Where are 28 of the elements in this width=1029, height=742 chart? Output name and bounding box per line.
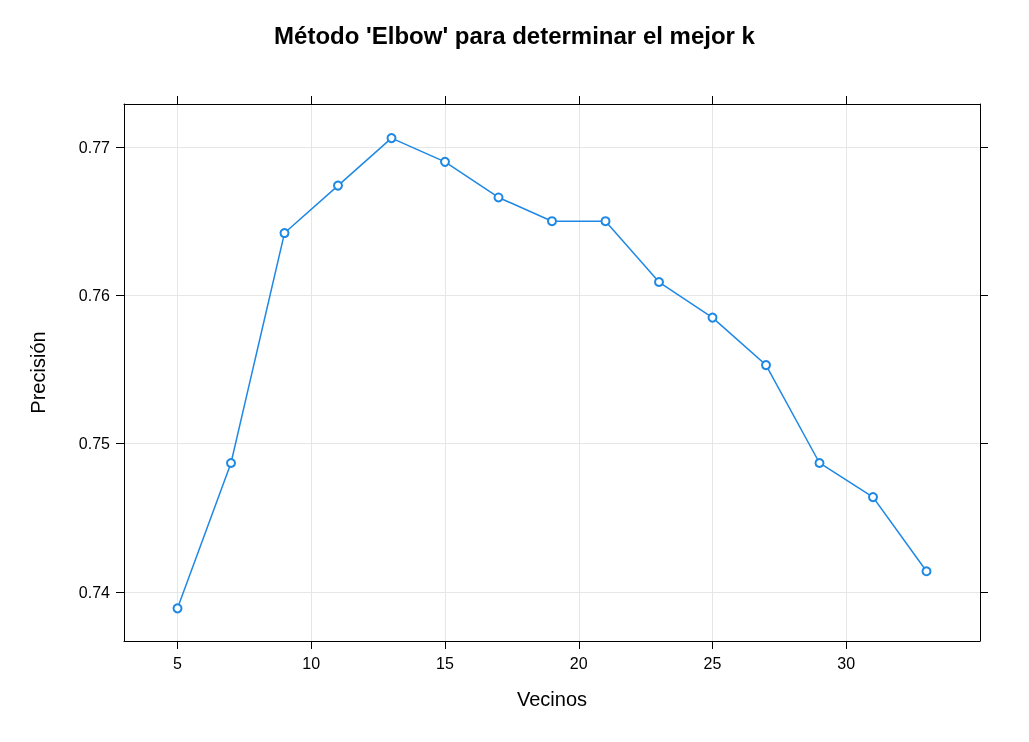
point: [921, 566, 932, 577]
point: [761, 360, 771, 371]
y-tick-label: 0.74: [78, 583, 111, 601]
x-tick-label: 15: [436, 654, 454, 672]
point: [172, 603, 183, 614]
chart-title: Método 'Elbow' para determinar el mejor k: [274, 21, 756, 49]
x-tick-label: 5: [173, 654, 183, 672]
point: [226, 457, 236, 468]
point: [440, 156, 450, 167]
point: [654, 277, 664, 288]
point: [493, 192, 504, 203]
x-axis-title: Vecinos: [516, 688, 588, 710]
point: [600, 216, 611, 227]
x-tick-label: 25: [703, 654, 722, 672]
point: [386, 133, 397, 144]
point: [333, 180, 343, 191]
y-tick-label: 0.76: [78, 286, 111, 304]
point: [868, 492, 878, 503]
point: [707, 312, 718, 323]
point: [547, 216, 557, 227]
y-tick-label: 0.75: [78, 435, 111, 453]
point: [814, 457, 825, 468]
y-tick-label: 0.77: [78, 138, 111, 156]
y-axis-title: Precisión: [27, 331, 49, 414]
point: [279, 228, 290, 239]
x-tick-label: 20: [569, 654, 588, 672]
x-tick-label: 10: [302, 654, 321, 672]
x-tick-label: 30: [837, 654, 856, 672]
